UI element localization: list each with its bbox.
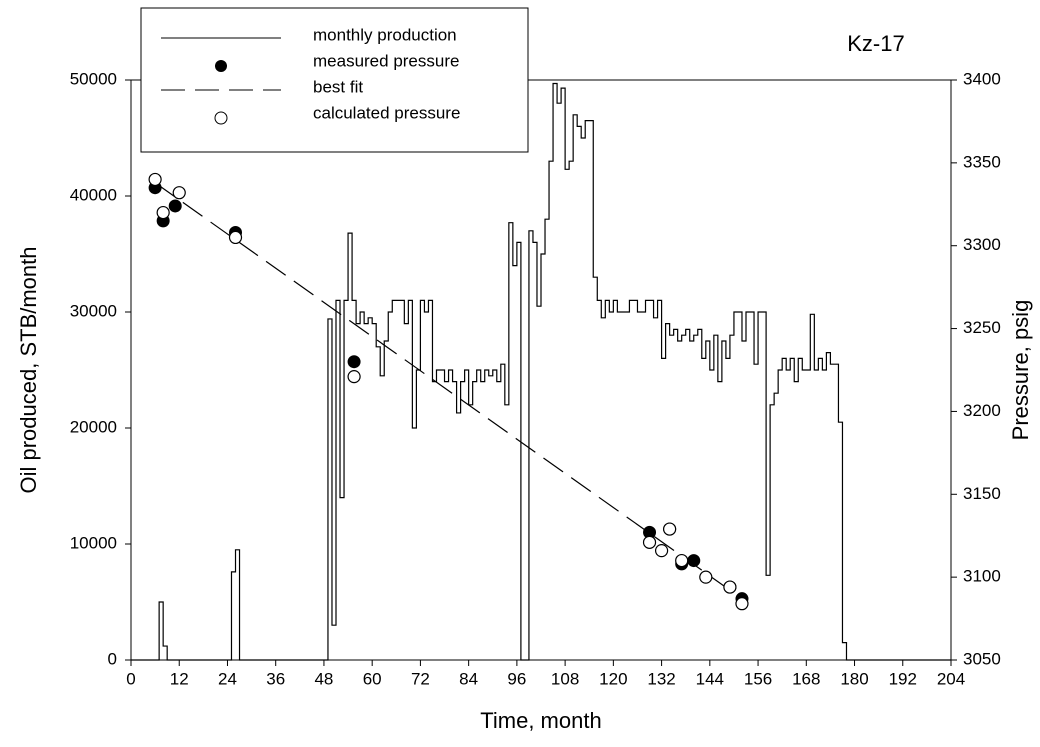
legend-label: best fit (313, 77, 363, 96)
y-tick-label: 0 (108, 649, 117, 668)
x-tick-label: 12 (170, 669, 189, 688)
x-tick-label: 192 (889, 669, 917, 688)
x-tick-label: 144 (696, 669, 724, 688)
y2-tick-label: 3250 (963, 318, 1001, 337)
x-tick-label: 168 (792, 669, 820, 688)
calculated-point (654, 544, 669, 558)
measured-point (168, 199, 182, 213)
y2-tick-label: 3150 (963, 484, 1001, 503)
x-tick-label: 36 (266, 669, 285, 688)
calculated-point (675, 553, 689, 568)
legend-label: calculated pressure (313, 103, 460, 122)
calculated-point (663, 522, 677, 536)
x-tick-label: 48 (314, 669, 333, 688)
y2-tick-label: 3400 (963, 69, 1001, 88)
y-axis-title: Oil produced, STB/month (16, 246, 41, 493)
x-tick-label: 204 (937, 669, 965, 688)
y-tick-label: 10000 (70, 533, 117, 552)
calculated-point (735, 597, 749, 611)
y2-axis-title: Pressure, psig (1008, 300, 1033, 441)
calculated-point (347, 370, 361, 384)
measured-point (347, 355, 361, 369)
fit-line (154, 182, 743, 600)
x-tick-label: 60 (363, 669, 382, 688)
y-tick-label: 40000 (70, 185, 117, 204)
y-tick-label: 50000 (70, 69, 117, 88)
plot-frame (130, 79, 952, 661)
calculated-point (228, 230, 243, 245)
x-tick-label: 156 (744, 669, 772, 688)
calculated-point (642, 535, 657, 549)
x-tick-label: 96 (507, 669, 526, 688)
legend-swatch (215, 60, 227, 72)
x-tick-label: 0 (126, 669, 135, 688)
calculated-point (172, 186, 186, 200)
x-tick-label: 180 (840, 669, 868, 688)
x-tick-label: 120 (599, 669, 627, 688)
legend-label: measured pressure (313, 51, 459, 70)
production-line (131, 82, 951, 661)
x-tick-label: 108 (551, 669, 579, 688)
y-tick-label: 30000 (70, 301, 117, 320)
chart-title: Kz-17 (847, 31, 904, 56)
calculated-point (699, 570, 713, 584)
x-tick-label: 84 (459, 669, 478, 688)
calculated-point (156, 205, 170, 220)
calculated-point (148, 172, 162, 187)
legend-swatch (214, 111, 228, 125)
x-axis-title: Time, month (480, 708, 601, 733)
x-tick-label: 24 (218, 669, 237, 688)
calculated-point (723, 580, 737, 594)
y2-tick-label: 3350 (963, 152, 1001, 171)
x-tick-label: 132 (647, 669, 675, 688)
y2-tick-label: 3300 (963, 235, 1001, 254)
y2-tick-label: 3200 (963, 401, 1001, 420)
y2-tick-label: 3100 (963, 567, 1001, 586)
legend-label: monthly production (313, 25, 457, 44)
y-tick-label: 20000 (70, 417, 117, 436)
x-tick-label: 72 (411, 669, 430, 688)
legend-box (140, 7, 529, 153)
y2-tick-label: 3050 (963, 649, 1001, 668)
